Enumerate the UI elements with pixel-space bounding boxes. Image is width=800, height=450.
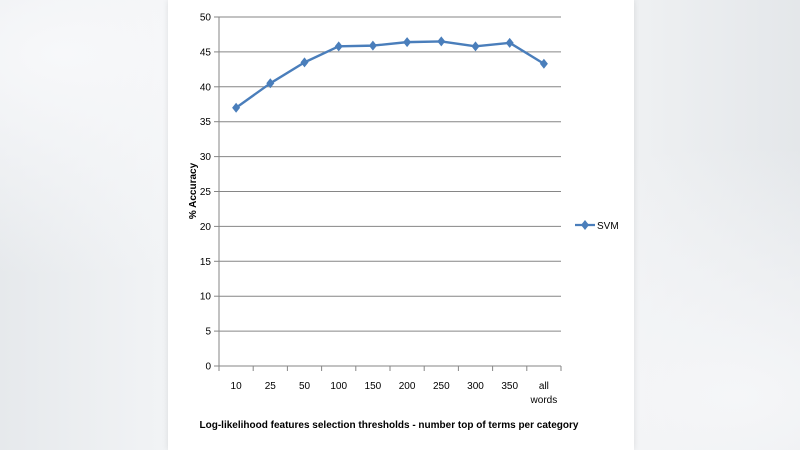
gridlines [214, 16, 562, 371]
y-tick-label: 15 [200, 257, 212, 268]
data-point-marker [266, 78, 275, 89]
data-point-marker [403, 37, 412, 48]
axes [218, 17, 561, 367]
x-tick-label-line: 200 [399, 381, 416, 392]
y-tick-label: 45 [200, 47, 212, 58]
x-tick-label: 200 [399, 381, 416, 392]
data-point-marker [539, 58, 548, 69]
legend-label-svm: SVM [597, 221, 619, 232]
y-tick-label: 10 [200, 292, 212, 303]
data-point-marker [368, 40, 377, 51]
legend-marker-svm [581, 220, 589, 230]
x-tick-label: 50 [299, 381, 311, 392]
data-point-marker [232, 102, 241, 113]
x-tick-label: 10 [231, 381, 243, 392]
series-svm [232, 36, 548, 113]
y-tick-label: 30 [200, 152, 212, 163]
x-tick-label: all words [530, 381, 558, 406]
x-tick-label: 100 [330, 381, 347, 392]
data-point-marker [437, 36, 446, 47]
x-tick-label: 250 [433, 381, 450, 392]
data-point-marker [505, 37, 514, 48]
x-tick-label: 25 [265, 381, 277, 392]
x-axis-title: Log-likelihood features selection thresh… [200, 420, 579, 431]
x-tick-label: 300 [467, 381, 484, 392]
y-tick-labels: 0 5 10 15 20 25 30 35 40 45 50 [200, 13, 212, 373]
series-line-svm [235, 40, 545, 109]
data-point-marker [300, 57, 309, 68]
x-tick-label-line: 300 [467, 381, 484, 392]
y-tick-label: 50 [200, 13, 212, 24]
x-tick-label-line: words [530, 395, 558, 406]
x-tick-label-line: 350 [501, 381, 518, 392]
x-tick-label-line: all [539, 381, 549, 392]
data-point-marker [471, 41, 480, 52]
data-point-marker [334, 41, 343, 52]
y-tick-label: 0 [205, 362, 211, 373]
y-tick-label: 20 [200, 222, 212, 233]
y-tick-label: 40 [200, 82, 212, 93]
y-tick-label: 35 [200, 117, 212, 128]
chart-frame [168, 0, 634, 450]
y-axis-title: % Accuracy [188, 162, 199, 219]
y-tick-label: 5 [205, 327, 211, 338]
x-tick-label-line: 100 [330, 381, 347, 392]
x-tick-label-line: 50 [299, 381, 311, 392]
x-tick-label-line: 150 [365, 381, 382, 392]
legend: SVM [575, 220, 619, 232]
x-tick-labels: 10 25 50 100 150 200 250 300 350 all words [231, 381, 558, 406]
x-tick-label-line: 250 [433, 381, 450, 392]
x-tick-label-line: 10 [231, 381, 243, 392]
x-tick-label: 150 [365, 381, 382, 392]
y-tick-label: 25 [200, 187, 212, 198]
x-tick-label-line: 25 [265, 381, 277, 392]
x-tick-label: 350 [501, 381, 518, 392]
